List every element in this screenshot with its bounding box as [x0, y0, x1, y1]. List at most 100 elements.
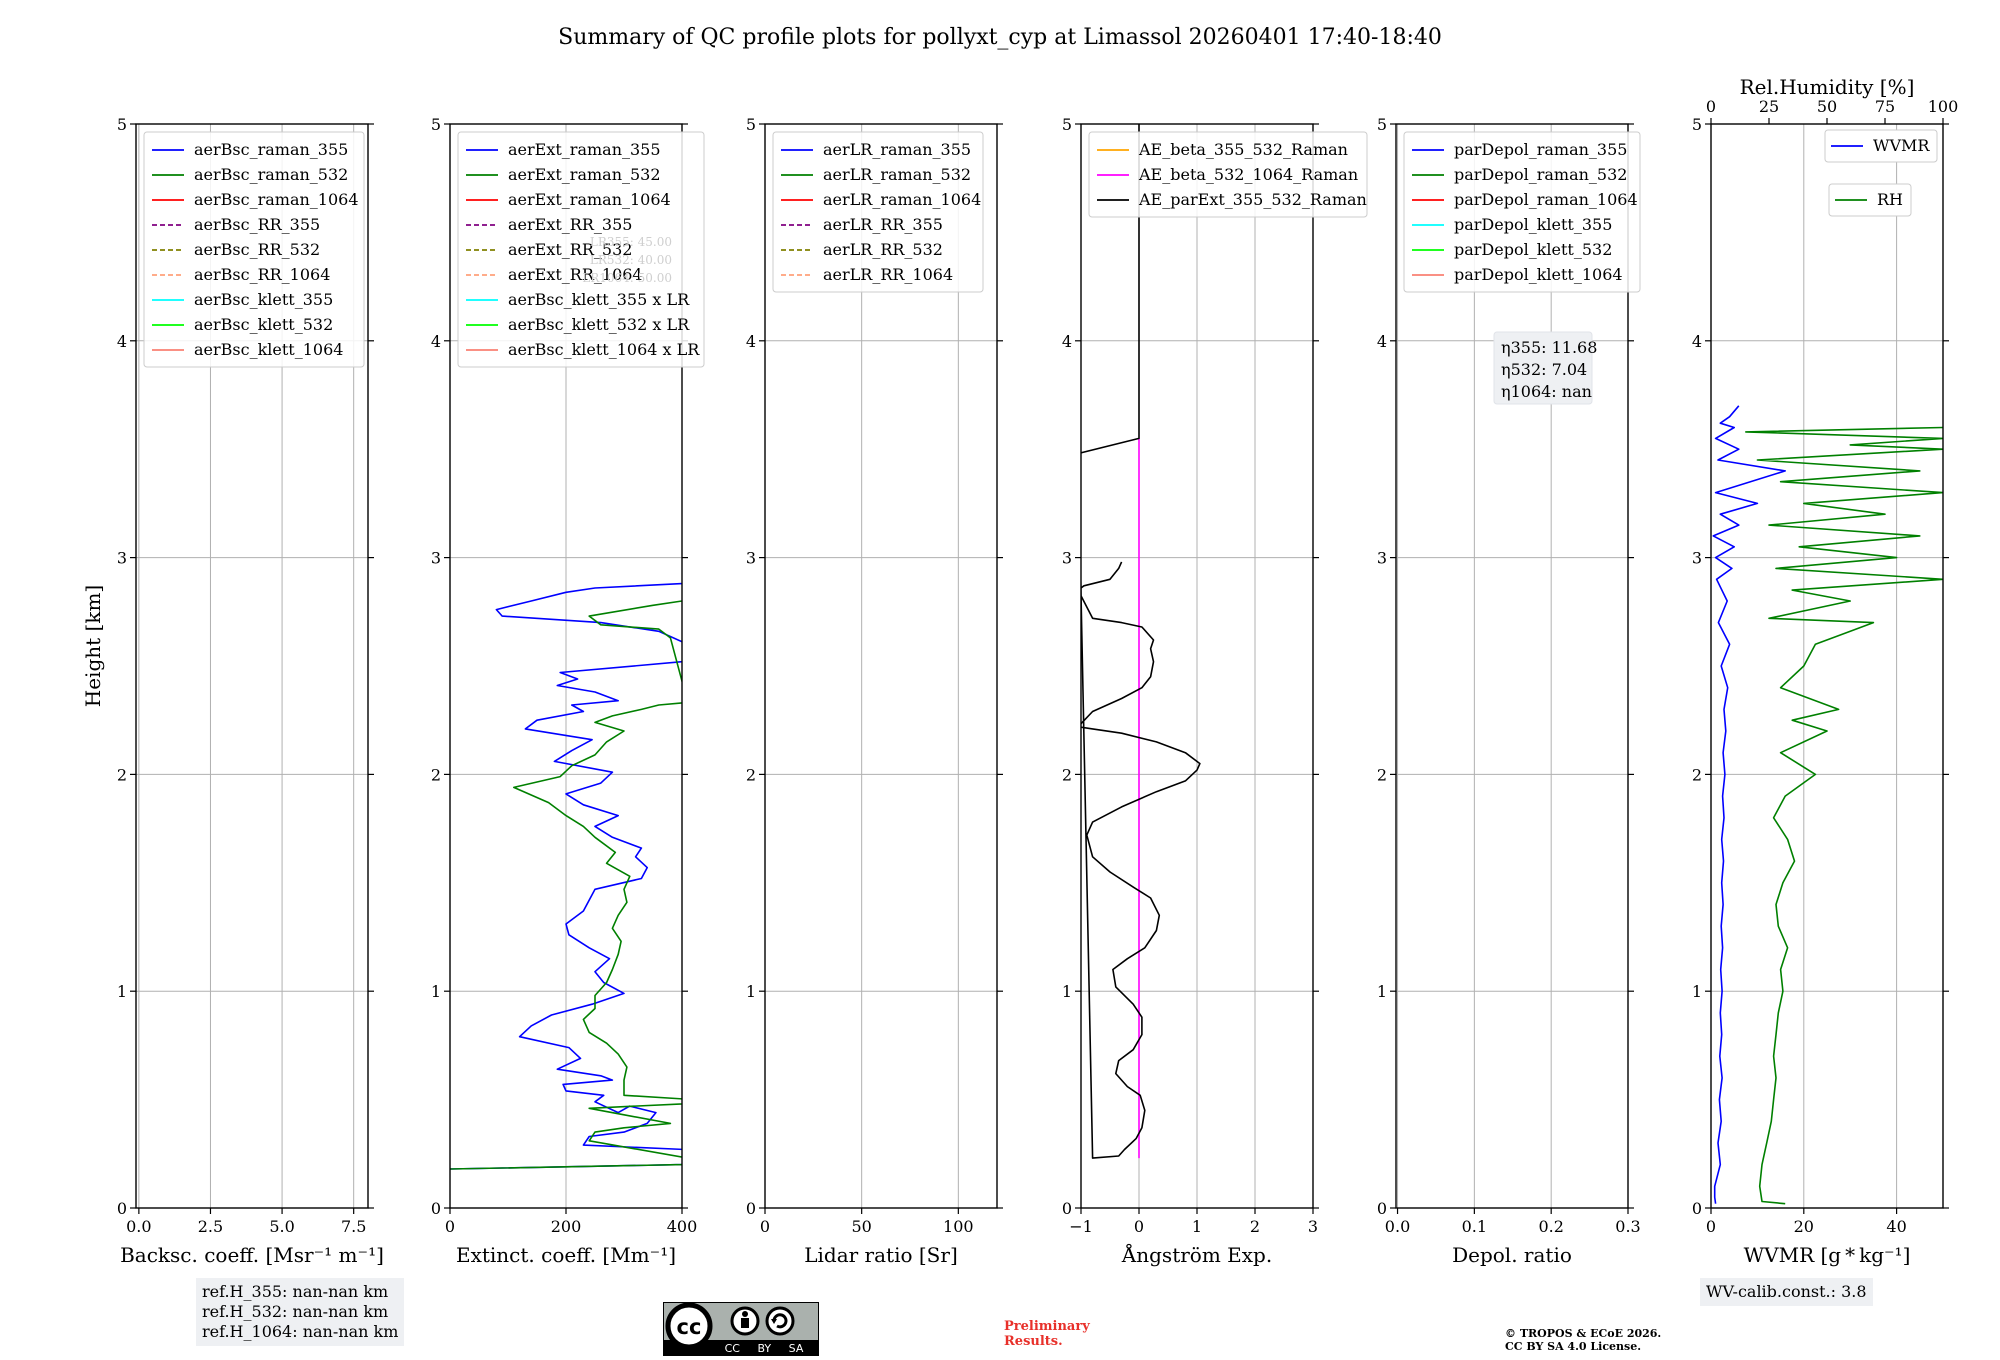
preliminary-line-1: Preliminary — [1004, 1319, 1090, 1334]
ref-height-355: ref.H_355: nan-nan km — [202, 1282, 389, 1301]
wv-top-axis-label: Rel.Humidity [%] — [1740, 75, 1915, 99]
ae-legend-box — [1088, 131, 1368, 218]
lr-legend-label-3: aerLR_RR_355 — [823, 215, 943, 234]
ae-xtick-label-4: 3 — [1308, 1217, 1318, 1236]
ext-ytick-label-0: 0 — [431, 1199, 441, 1218]
depol-axis-label: Depol. ratio — [1452, 1243, 1572, 1267]
wv-series-WVMR — [1712, 405, 1786, 1204]
copyright-line-2: CC BY SA 4.0 License. — [1505, 1340, 1642, 1353]
bsc-ytick-label-2: 2 — [117, 765, 127, 784]
wv-legend-label-1: RH — [1877, 190, 1903, 209]
ext-legend-label-6: aerBsc_klett_355 x LR — [508, 290, 690, 309]
bsc-xtick-label-3: 7.5 — [341, 1217, 366, 1236]
bsc-legend-label-1: aerBsc_raman_532 — [194, 165, 348, 184]
bsc-ytick-label-0: 0 — [117, 1199, 127, 1218]
bsc-legend-label-0: aerBsc_raman_355 — [194, 140, 348, 159]
bsc-ytick-label-3: 3 — [117, 549, 127, 568]
lr-axis-label: Lidar ratio [Sr] — [804, 1243, 958, 1267]
lr-ytick-label-3: 3 — [746, 549, 756, 568]
wv-legend-rh: RH — [1828, 183, 1912, 217]
ext-legend: aerExt_raman_355 aerExt_raman_532 aerExt_r… — [457, 131, 705, 368]
ae-xtick-label-2: 1 — [1192, 1217, 1202, 1236]
depol-legend-box — [1403, 131, 1641, 293]
depol-ytick-label-1: 1 — [1377, 982, 1387, 1001]
height-axis-label: Height [km] — [81, 585, 105, 707]
bsc-legend-label-2: aerBsc_raman_1064 — [194, 190, 359, 209]
depol-eta-1: η532: 7.04 — [1501, 360, 1587, 379]
wv-ytick-label-4: 4 — [1692, 332, 1702, 351]
lr-ytick-label-2: 2 — [746, 765, 756, 784]
wv-top-tick-label-3: 75 — [1875, 97, 1895, 116]
bsc-ytick-label-4: 4 — [117, 332, 127, 351]
lr-xtick-label-2: 100 — [943, 1217, 974, 1236]
lr-ytick-label-5: 5 — [746, 115, 756, 134]
ext-lr-label-0: LR355: 45.00 — [590, 235, 672, 249]
ext-ytick-label-4: 4 — [431, 332, 441, 351]
depol-eta-box — [1493, 331, 1593, 405]
ext-legend-label-3: aerExt_RR_355 — [508, 215, 632, 234]
license-badge-text: CC BY SA — [725, 1342, 804, 1355]
wv-ytick-label-1: 1 — [1692, 982, 1702, 1001]
ext-legend-label-5: aerExt_RR_1064 — [508, 265, 643, 284]
panel-ext: 0 1 2 3 4 5 0 200 400 Extinct. coeff. [Mm⁻¹] aerEx… — [431, 115, 705, 1267]
ext-ytick-label-3: 3 — [431, 549, 441, 568]
ext-series-aerExt_raman_532 — [450, 600, 682, 1170]
ae-series-AE_parExt_355_532_Raman — [1081, 124, 1201, 1159]
preliminary-line-2: Results. — [1004, 1334, 1063, 1349]
depol-legend-label-1: parDepol_raman_532 — [1454, 165, 1627, 184]
ae-legend-label-2: AE_parExt_355_532_Raman — [1138, 190, 1367, 209]
depol-ytick-label-3: 3 — [1377, 549, 1387, 568]
ae-axis-label: Ångström Exp. — [1121, 1242, 1272, 1267]
ext-legend-box — [457, 131, 705, 368]
wv-xtick-label-2: 40 — [1886, 1217, 1906, 1236]
bsc-ytick-label-1: 1 — [117, 982, 127, 1001]
bsc-legend-label-3: aerBsc_RR_355 — [194, 215, 320, 234]
depol-ytick-label-0: 0 — [1377, 1199, 1387, 1218]
panel-depol: 0 1 2 3 4 5 0.0 0.1 0.2 0.3 Depol. ratio parDepol_r… — [1377, 115, 1641, 1267]
wv-legend-label-0: WVMR — [1873, 136, 1930, 155]
wv-ytick-label-2: 2 — [1692, 765, 1702, 784]
wv-calibration-constant: WV-calib.const.: 3.8 — [1706, 1282, 1867, 1301]
ae-legend-label-0: AE_beta_355_532_Raman — [1138, 140, 1348, 159]
ae-legend: AE_beta_355_532_Raman AE_beta_532_1064_Ra… — [1088, 131, 1368, 218]
ae-xtick-label-3: 2 — [1250, 1217, 1260, 1236]
depol-ytick-label-5: 5 — [1377, 115, 1387, 134]
ext-legend-label-0: aerExt_raman_355 — [508, 140, 661, 159]
depol-legend-label-2: parDepol_raman_1064 — [1454, 190, 1638, 209]
ext-lr-label-2: LR1064: 50.00 — [582, 271, 672, 285]
ae-xtick-label-1: 0 — [1134, 1217, 1144, 1236]
depol-xtick-label-3: 0.3 — [1615, 1217, 1640, 1236]
lr-legend-label-0: aerLR_raman_355 — [823, 140, 971, 159]
depol-xtick-label-2: 0.2 — [1538, 1217, 1563, 1236]
depol-eta-2: η1064: nan — [1501, 382, 1592, 401]
bsc-legend-label-5: aerBsc_RR_1064 — [194, 265, 330, 284]
wv-axes-frame — [1710, 123, 1944, 1209]
lr-legend-label-4: aerLR_RR_532 — [823, 240, 943, 259]
depol-legend-label-3: parDepol_klett_355 — [1454, 215, 1612, 234]
ext-ytick-label-2: 2 — [431, 765, 441, 784]
ext-xtick-label-1: 200 — [551, 1217, 582, 1236]
bsc-axes-frame — [135, 123, 369, 1209]
lr-ytick-label-4: 4 — [746, 332, 756, 351]
lr-ytick-label-0: 0 — [746, 1199, 756, 1218]
depol-ytick-label-4: 4 — [1377, 332, 1387, 351]
bsc-legend-label-6: aerBsc_klett_355 — [194, 290, 333, 309]
ext-ytick-label-1: 1 — [431, 982, 441, 1001]
cc-by-sa-license-logo: cc CC BY SA — [663, 1302, 819, 1356]
lr-legend-label-5: aerLR_RR_1064 — [823, 265, 953, 284]
ae-legend-label-1: AE_beta_532_1064_Raman — [1138, 165, 1358, 184]
wv-top-tick-label-0: 0 — [1706, 97, 1716, 116]
bsc-ytick-label-5: 5 — [117, 115, 127, 134]
depol-ytick-label-2: 2 — [1377, 765, 1387, 784]
lr-legend-box — [772, 131, 984, 293]
wv-top-tick-label-2: 50 — [1817, 97, 1837, 116]
bsc-legend-label-4: aerBsc_RR_532 — [194, 240, 320, 259]
ext-axis-label: Extinct. coeff. [Mm⁻¹] — [456, 1243, 676, 1267]
ext-xtick-label-0: 0 — [445, 1217, 455, 1236]
ext-lr-label-1: LR532: 40.00 — [590, 253, 672, 267]
ae-ytick-label-3: 3 — [1062, 549, 1072, 568]
depol-xtick-label-0: 0.0 — [1385, 1217, 1410, 1236]
bsc-legend-box — [143, 131, 365, 368]
lr-axes-frame — [764, 123, 998, 1209]
